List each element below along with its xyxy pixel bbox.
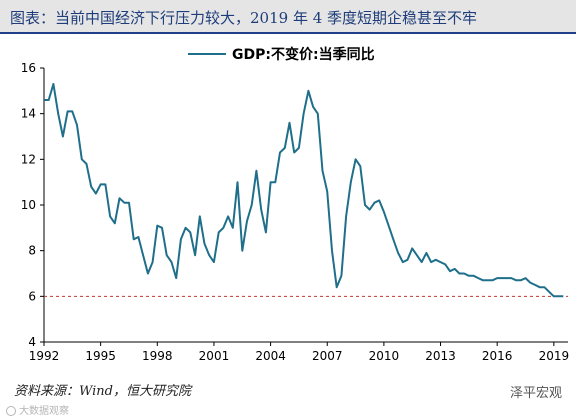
legend-label-0: GDP:不变价:当季同比 bbox=[232, 46, 375, 63]
line-chart: 4 6 8 10 12 14 16 1992 1995 1998 2001 2004 2007 2010 2… bbox=[21, 46, 569, 363]
y-tick-label: 16 bbox=[21, 61, 36, 75]
x-tick-label: 2007 bbox=[312, 349, 343, 363]
x-tick-label: 2010 bbox=[369, 349, 400, 363]
y-tick-label: 6 bbox=[28, 289, 36, 303]
x-tick-label: 2004 bbox=[255, 349, 286, 363]
series-group bbox=[44, 83, 564, 298]
y-tick-label: 10 bbox=[21, 198, 36, 212]
y-tick-label: 8 bbox=[28, 244, 36, 258]
watermark-left-text: 大数据观察 bbox=[19, 406, 69, 417]
source-note: 资料来源：Wind，恒大研究院 bbox=[14, 384, 191, 399]
watermark-left: 大数据观察 bbox=[6, 402, 69, 417]
y-tick-label: 12 bbox=[21, 152, 36, 166]
chart-legend: GDP:不变价:当季同比 bbox=[188, 46, 375, 63]
page-title: 图表：当前中国经济下行压力较大，2019 年 4 季度短期企稳甚至不牢 bbox=[10, 9, 478, 27]
x-tick-label: 2001 bbox=[199, 349, 230, 363]
x-tick-label: 2013 bbox=[425, 349, 456, 363]
series-line-0 bbox=[44, 83, 564, 298]
x-tick-label: 1995 bbox=[85, 349, 116, 363]
watermark-icon bbox=[6, 406, 16, 416]
x-tick-label: 2019 bbox=[539, 349, 570, 363]
watermark-right: 泽平宏观 bbox=[509, 386, 562, 401]
y-tick-label: 4 bbox=[28, 335, 36, 349]
x-tick-label: 1998 bbox=[142, 349, 173, 363]
chart-axes: 4 6 8 10 12 14 16 1992 1995 1998 2001 2004 2007 2010 2… bbox=[21, 61, 569, 363]
x-tick-label: 2016 bbox=[482, 349, 513, 363]
title-bar: 图表：当前中国经济下行压力较大，2019 年 4 季度短期企稳甚至不牢 bbox=[0, 0, 576, 34]
x-tick-label: 1992 bbox=[29, 349, 60, 363]
y-tick-label: 14 bbox=[21, 107, 36, 121]
